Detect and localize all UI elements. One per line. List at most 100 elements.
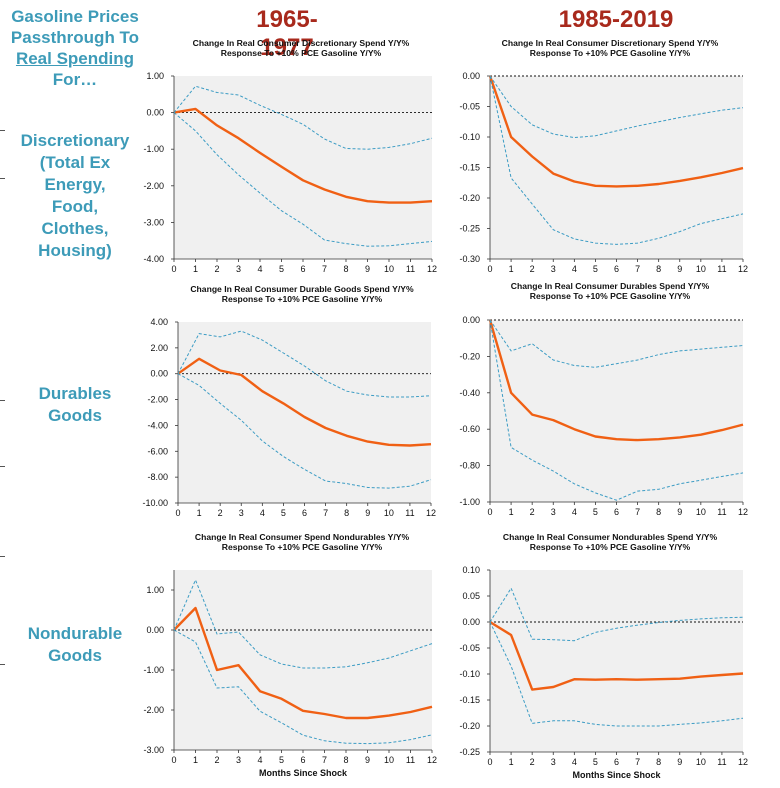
x-tick-label: 2 [530,507,535,517]
y-tick-label: 0.00 [462,617,480,627]
x-tick-label: 8 [656,264,661,274]
row-label-line: Clothes, [41,219,109,238]
series-line-estimate [177,357,432,447]
x-tick-label: 6 [302,508,307,518]
x-tick-label: 9 [677,757,682,767]
chart-title-line: Response To +10% PCE Gasoline Y/Y% [530,542,691,552]
x-tick-label: 10 [384,755,394,765]
x-tick-label: 3 [236,755,241,765]
chart-title-line: Change In Real Consumer Discretionary Sp… [502,38,719,48]
y-tick-label: 2.00 [150,343,168,353]
x-tick-label: 6 [614,757,619,767]
x-tick-label: 5 [593,757,598,767]
x-tick-label: 11 [717,264,726,274]
x-tick-label: 2 [530,264,535,274]
x-tick-label: 11 [405,508,414,518]
chart-title-line: Change In Real Consumer Durable Goods Sp… [190,284,414,294]
y-tick-label: -0.60 [459,424,480,434]
x-tick-label: 5 [281,508,286,518]
x-tick-label: 1 [197,508,202,518]
row-label-line: Durables [38,384,112,403]
x-axis-label: Months Since Shock [259,768,348,778]
x-tick-label: 8 [343,755,348,765]
x-tick-label: 7 [323,508,328,518]
x-tick-label: 10 [696,264,706,274]
x-tick-label: 8 [656,507,661,517]
left-title-underlined: Real Spending [15,49,135,68]
series-line-estimate [173,107,433,204]
y-tick-label: 0.10 [462,565,480,575]
chart-title-line: Response To +10% PCE Gasoline Y/Y% [222,294,383,304]
x-tick-label: 9 [365,755,370,765]
x-tick-label: 5 [279,755,284,765]
chart-title-line: Change In Real Consumer Discretionary Sp… [193,38,410,48]
y-tick-label: -0.25 [459,747,480,757]
x-tick-label: 7 [635,264,640,274]
chart-title-line: Response To +10% PCE Gasoline Y/Y% [222,542,383,552]
series-line-lower-band [173,112,433,247]
x-tick-label: 9 [677,264,682,274]
edge-tick [0,466,5,467]
x-tick-label: 1 [193,264,198,274]
plot-area [490,320,743,502]
period-heading-1965-1977: 1965-1977 [256,6,318,61]
y-tick-label: -0.20 [459,351,480,361]
x-tick-label: 9 [365,508,370,518]
x-tick-label: 0 [487,757,492,767]
x-tick-label: 6 [300,755,305,765]
y-tick-label: -0.80 [459,461,480,471]
x-tick-label: 0 [171,264,176,274]
x-tick-label: 0 [175,508,180,518]
series-line-lower-band [489,75,744,245]
x-tick-label: 10 [384,508,394,518]
x-tick-label: 0 [487,264,492,274]
x-tick-label: 12 [738,507,748,517]
x-tick-label: 5 [279,264,284,274]
x-tick-label: 9 [365,264,370,274]
x-tick-label: 1 [509,507,514,517]
x-tick-label: 1 [193,755,198,765]
row-label-line: (Total Ex [39,153,111,172]
x-tick-label: 8 [344,508,349,518]
row-label-line: Housing) [38,241,112,260]
y-tick-label: -1.00 [143,144,164,154]
chart-title-line: Change In Real Consumer Nondurables Spen… [503,532,718,542]
plot-area [174,76,432,259]
x-tick-label: 11 [406,264,415,274]
x-tick-label: 12 [427,755,437,765]
y-tick-label: -10.00 [142,498,168,508]
y-tick-label: -0.10 [459,669,480,679]
chart-title-line: Response To +10% PCE Gasoline Y/Y% [221,48,382,58]
x-tick-label: 5 [593,507,598,517]
row-label-line: Energy, [44,175,106,194]
x-tick-label: 10 [384,264,394,274]
x-tick-label: 4 [260,508,265,518]
x-tick-label: 3 [239,508,244,518]
y-tick-label: -2.00 [143,705,164,715]
row-label-line: Goods [48,646,102,665]
plot-area [178,322,431,503]
series-line-upper-band [489,587,744,642]
x-tick-label: 11 [717,507,726,517]
series-line-estimate [173,606,433,720]
edge-tick [0,664,5,665]
x-tick-label: 12 [738,757,748,767]
plot-area [490,570,743,752]
edge-tick [0,556,5,557]
x-tick-label: 5 [593,264,598,274]
y-tick-label: 0.00 [146,108,164,118]
x-tick-label: 0 [487,507,492,517]
y-tick-label: -8.00 [147,472,168,482]
plot-area [174,570,432,750]
plot-area [490,76,743,259]
y-tick-label: -0.05 [459,643,480,653]
left-panel: Gasoline Prices Passthrough To Real Spen… [0,0,150,788]
y-tick-label: -0.15 [459,695,480,705]
y-tick-label: -4.00 [143,254,164,264]
left-title-line: Gasoline Prices [11,7,139,26]
series-line-estimate [489,620,744,691]
y-tick-label: -6.00 [147,446,168,456]
y-tick-label: -0.05 [459,102,480,112]
x-tick-label: 4 [572,507,577,517]
